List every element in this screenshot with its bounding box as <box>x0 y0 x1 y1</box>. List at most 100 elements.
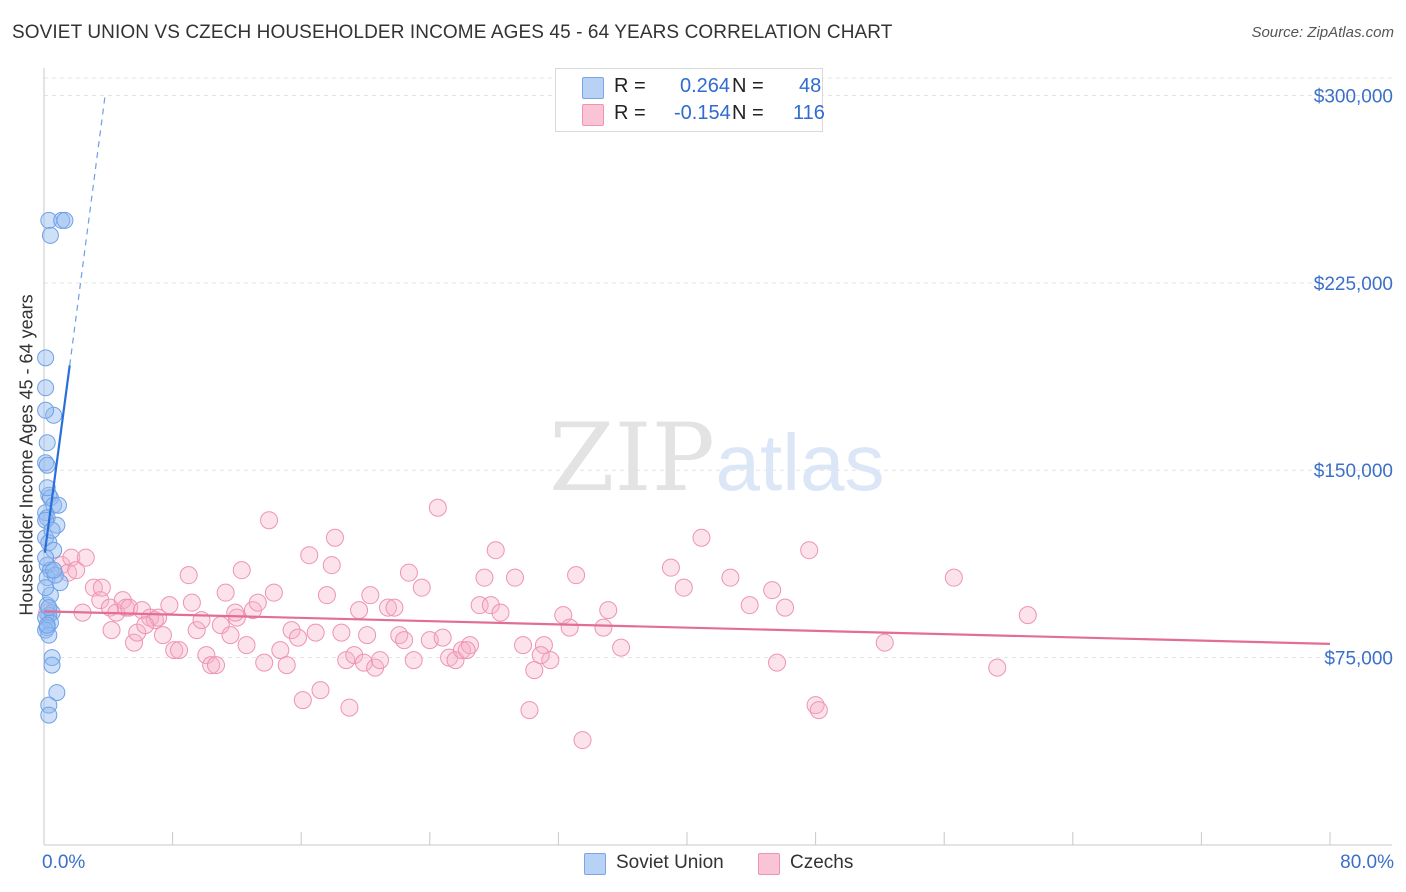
chart-title: SOVIET UNION VS CZECH HOUSEHOLDER INCOME… <box>12 22 893 43</box>
legend-r-value-czech: -0.154 <box>674 102 731 124</box>
czech-point <box>460 636 479 655</box>
czech-point <box>165 641 184 660</box>
czech-point <box>599 601 618 620</box>
czech-point <box>875 633 894 652</box>
soviet-point <box>40 599 58 617</box>
bottom-legend-swatch-soviet <box>584 853 606 875</box>
czech-point <box>768 653 787 672</box>
soviet-point <box>43 649 61 667</box>
y-tick-label: $75,000 <box>1324 649 1393 670</box>
soviet-point <box>41 226 59 244</box>
czech-point <box>322 556 341 575</box>
czech-point <box>277 656 296 675</box>
czech-point <box>288 628 307 647</box>
soviet-point <box>37 454 55 472</box>
czech-point <box>776 598 795 617</box>
soviet-point <box>45 406 63 424</box>
czech-point <box>404 651 423 670</box>
y-tick-labels: $75,000 $150,000 $225,000 $300,000 <box>1314 86 1393 669</box>
czech-point <box>475 568 494 587</box>
soviet-point <box>40 696 58 714</box>
czech-point <box>125 633 144 652</box>
czech-point <box>260 511 279 530</box>
czech-point <box>486 541 505 560</box>
czech-point <box>573 731 592 750</box>
czech-point <box>306 623 325 642</box>
czech-point <box>491 603 510 622</box>
bottom-legend-label-czech: Czechs <box>790 852 854 873</box>
czech-point <box>428 498 447 517</box>
czech-point <box>153 626 172 645</box>
czech-point <box>567 566 586 585</box>
czech-point <box>457 641 476 660</box>
czech-point <box>145 611 164 630</box>
czech-point <box>354 653 373 672</box>
soviet-points <box>37 211 74 724</box>
x-tick-min: 0.0% <box>42 852 86 873</box>
czech-point <box>446 651 465 670</box>
czech-point <box>300 546 319 565</box>
czech-point <box>67 561 86 580</box>
czech-point <box>988 658 1007 677</box>
czech-point <box>531 646 550 665</box>
czech-point <box>282 621 301 640</box>
y-tick-label: $225,000 <box>1314 274 1393 295</box>
legend-n-label: N = <box>732 75 764 97</box>
czech-point <box>102 621 121 640</box>
czech-point <box>541 651 560 670</box>
czech-point <box>520 701 539 720</box>
czech-point <box>340 698 359 717</box>
soviet-point <box>48 684 66 702</box>
soviet-point <box>37 379 55 397</box>
czech-point <box>52 556 71 575</box>
czech-point <box>76 548 95 567</box>
czech-point <box>661 558 680 577</box>
czech-point <box>293 691 312 710</box>
legend-n-value-czech: 116 <box>793 102 825 124</box>
soviet-point <box>38 456 56 474</box>
soviet-point <box>56 211 74 229</box>
czech-point <box>350 601 369 620</box>
y-tick-label: $300,000 <box>1314 86 1393 107</box>
czech-point <box>182 593 201 612</box>
czech-point <box>692 528 711 547</box>
czech-point <box>160 596 179 615</box>
czech-trend-line <box>43 610 1331 645</box>
legend-swatch-soviet <box>582 77 604 99</box>
czech-point <box>216 583 235 602</box>
czech-point <box>202 656 221 675</box>
czech-point <box>170 641 189 660</box>
czech-point <box>433 628 452 647</box>
czech-point <box>179 566 198 585</box>
legend-n-label: N = <box>732 102 764 124</box>
czech-point <box>237 636 256 655</box>
soviet-point <box>38 434 56 452</box>
czech-point <box>197 646 216 665</box>
czech-point <box>264 583 283 602</box>
y-axis-label: Householder Income Ages 45 - 64 years <box>16 294 37 616</box>
czech-point <box>207 656 226 675</box>
czech-point <box>136 616 155 635</box>
soviet-point <box>37 349 55 367</box>
czech-point <box>721 568 740 587</box>
soviet-trend-line <box>43 365 71 553</box>
czech-point <box>412 578 431 597</box>
soviet-trend-extension <box>69 95 106 366</box>
watermark-zip: ZIP <box>549 404 715 513</box>
czech-point <box>187 621 206 640</box>
czech-point <box>481 596 500 615</box>
czech-point <box>361 586 380 605</box>
stats-legend: R = 0.264 N = 48 R = -0.154 N = 116 <box>555 68 825 132</box>
soviet-point <box>40 706 58 724</box>
czech-point <box>226 603 245 622</box>
soviet-point <box>37 579 55 597</box>
trend-lines <box>43 95 1331 645</box>
czech-point <box>514 636 533 655</box>
bottom-legend-swatch-czech <box>758 853 780 875</box>
czech-point <box>560 618 579 637</box>
czech-point <box>944 568 963 587</box>
czech-point <box>612 638 631 657</box>
czech-point <box>594 618 613 637</box>
soviet-point <box>43 656 61 674</box>
watermark: ZIP atlas <box>549 404 884 513</box>
